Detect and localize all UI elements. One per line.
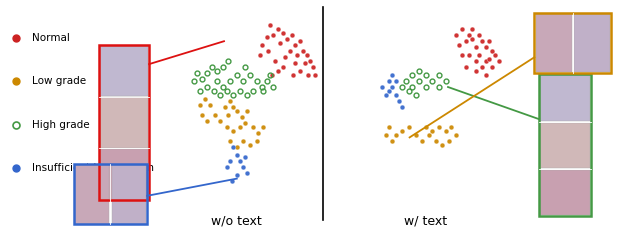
Bar — [100, 98, 148, 147]
Bar — [100, 46, 148, 96]
Bar — [540, 75, 590, 121]
Bar — [574, 14, 610, 72]
Bar — [540, 123, 590, 168]
Bar — [534, 13, 611, 73]
Text: Normal: Normal — [32, 33, 70, 43]
Bar — [112, 165, 146, 224]
Text: w/o text: w/o text — [211, 215, 262, 228]
Bar — [539, 74, 591, 216]
Text: High grade: High grade — [32, 120, 90, 130]
Text: w/ text: w/ text — [404, 215, 447, 228]
Text: Low grade: Low grade — [32, 76, 86, 86]
Bar — [74, 164, 147, 224]
Bar — [100, 149, 148, 199]
Bar — [536, 14, 572, 72]
Text: Insufficient information: Insufficient information — [32, 163, 154, 173]
Bar — [99, 45, 149, 200]
Bar — [540, 170, 590, 215]
Bar — [75, 165, 109, 224]
